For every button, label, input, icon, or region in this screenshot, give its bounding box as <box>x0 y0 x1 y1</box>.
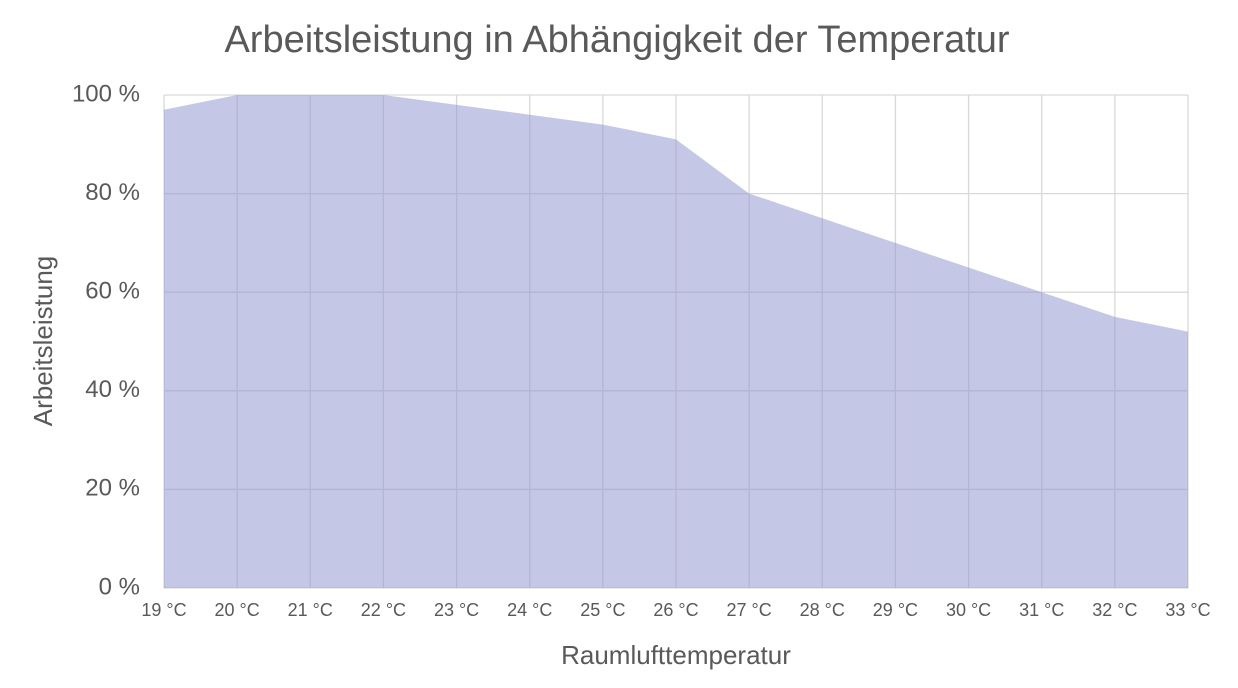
y-tick-label: 0 % <box>99 573 140 600</box>
y-tick-label: 100 % <box>72 80 140 107</box>
y-tick-label: 40 % <box>85 376 140 403</box>
x-tick-label: 23 °C <box>434 600 479 620</box>
x-tick-label: 32 °C <box>1092 600 1137 620</box>
x-tick-label: 22 °C <box>361 600 406 620</box>
x-tick-label: 19 °C <box>141 600 186 620</box>
chart-title: Arbeitsleistung in Abhängigkeit der Temp… <box>224 19 1009 61</box>
y-tick-label: 80 % <box>85 179 140 206</box>
area <box>164 95 1188 588</box>
x-tick-label: 26 °C <box>653 600 698 620</box>
x-tick-label: 33 °C <box>1165 600 1210 620</box>
x-axis-title: Raumlufttemperatur <box>561 640 791 670</box>
y-axis-title: Arbeitsleistung <box>28 256 58 427</box>
y-tick-label: 20 % <box>85 475 140 502</box>
x-tick-label: 24 °C <box>507 600 552 620</box>
x-tick-label: 20 °C <box>215 600 260 620</box>
y-tick-label: 60 % <box>85 278 140 305</box>
x-tick-label: 27 °C <box>727 600 772 620</box>
x-tick-label: 21 °C <box>288 600 333 620</box>
x-tick-label: 29 °C <box>873 600 918 620</box>
x-tick-label: 31 °C <box>1019 600 1064 620</box>
x-tick-label: 28 °C <box>800 600 845 620</box>
x-tick-label: 30 °C <box>946 600 991 620</box>
x-tick-label: 25 °C <box>580 600 625 620</box>
